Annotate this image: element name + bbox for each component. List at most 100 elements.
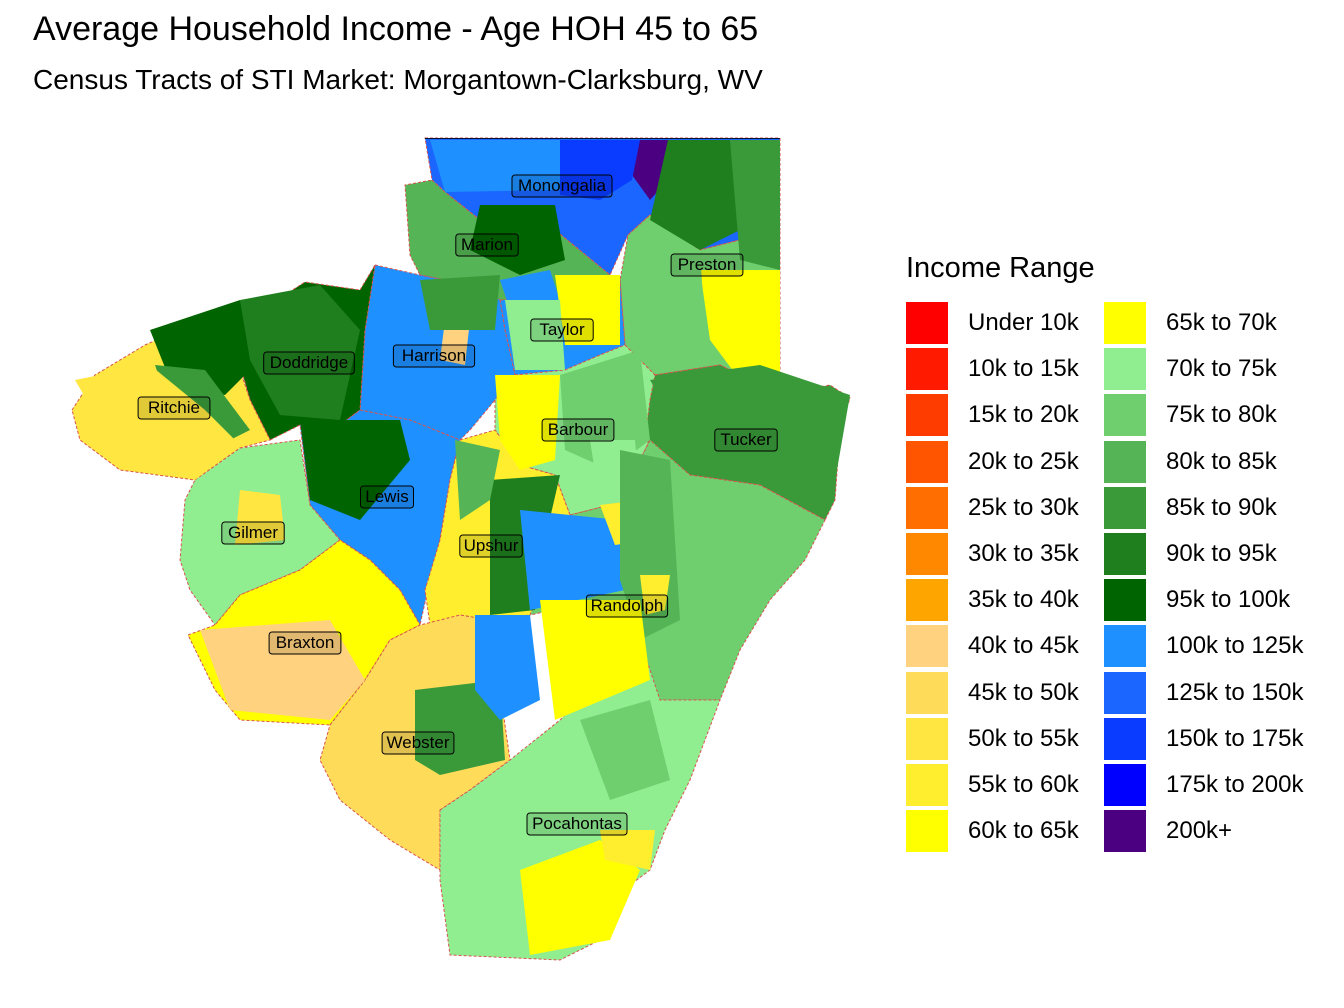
- map-title: Average Household Income - Age HOH 45 to…: [33, 10, 759, 48]
- svg-text:Randolph: Randolph: [591, 596, 664, 615]
- legend-item: 75k to 80k: [1104, 392, 1277, 438]
- svg-text:Preston: Preston: [678, 255, 737, 274]
- legend-item: 70k to 75k: [1104, 346, 1277, 392]
- legend-swatch: [906, 348, 948, 391]
- choropleth-map: Monongalia Preston Marion Taylor Harrison Dod…: [71, 137, 851, 961]
- legend-swatch: [1104, 810, 1146, 853]
- county-label-barbour: Barbour: [541, 418, 615, 442]
- legend-label: 50k to 55k: [968, 724, 1079, 752]
- svg-text:Taylor: Taylor: [539, 320, 585, 339]
- legend-item: Under 10k: [906, 300, 1079, 346]
- legend-swatch: [1104, 302, 1146, 344]
- legend-swatch: [1104, 671, 1146, 714]
- legend-label: 150k to 175k: [1166, 724, 1304, 752]
- legend-label: Under 10k: [968, 309, 1079, 336]
- legend-label: 80k to 85k: [1166, 447, 1277, 475]
- svg-text:Lewis: Lewis: [365, 487, 408, 506]
- legend-label: 35k to 40k: [968, 586, 1079, 614]
- svg-text:Barbour: Barbour: [548, 420, 609, 439]
- svg-text:Monongalia: Monongalia: [518, 176, 606, 195]
- legend-swatch: [1104, 717, 1146, 760]
- legend-swatch: [1104, 533, 1146, 575]
- svg-text:Doddridge: Doddridge: [270, 353, 348, 372]
- legend-swatch: [906, 533, 948, 575]
- legend-label: 30k to 35k: [968, 540, 1079, 567]
- legend-label: 40k to 45k: [968, 632, 1079, 660]
- svg-text:Upshur: Upshur: [464, 536, 519, 555]
- svg-text:Harrison: Harrison: [402, 346, 466, 365]
- legend-item: 80k to 85k: [1104, 439, 1277, 485]
- svg-text:Webster: Webster: [387, 733, 450, 752]
- legend-item: 10k to 15k: [906, 346, 1079, 392]
- legend-item: 175k to 200k: [1104, 762, 1303, 808]
- legend-label: 45k to 50k: [968, 678, 1079, 706]
- legend-item: 45k to 50k: [906, 670, 1079, 716]
- legend-item: 85k to 90k: [1104, 485, 1277, 531]
- legend-item: 55k to 60k: [906, 762, 1079, 808]
- legend-label: 175k to 200k: [1166, 771, 1304, 798]
- legend-label: 70k to 75k: [1166, 355, 1277, 383]
- county-label-tucker: Tucker: [714, 428, 778, 452]
- legend-label: 75k to 80k: [1166, 401, 1277, 429]
- legend-label: 85k to 90k: [1166, 493, 1277, 521]
- legend-swatch: [906, 302, 948, 344]
- legend-item: 100k to 125k: [1104, 623, 1303, 669]
- legend-item: 60k to 65k: [906, 808, 1079, 854]
- legend-swatch: [906, 579, 948, 622]
- legend-swatch: [906, 394, 948, 437]
- legend-swatch: [906, 764, 948, 806]
- legend: Under 10k 10k to 15k 15k to 20k 20k to 25k 2…: [906, 300, 1326, 860]
- svg-text:Pocahontas: Pocahontas: [532, 814, 622, 833]
- legend-item: 65k to 70k: [1104, 300, 1277, 346]
- county-label-monongalia: Monongalia: [511, 174, 613, 198]
- svg-text:Gilmer: Gilmer: [228, 523, 278, 542]
- county-label-gilmer: Gilmer: [221, 521, 285, 545]
- legend-title: Income Range: [906, 252, 1095, 284]
- legend-swatch: [906, 625, 948, 668]
- county-label-taylor: Taylor: [530, 318, 594, 342]
- legend-swatch: [906, 810, 948, 853]
- county-label-lewis: Lewis: [360, 485, 414, 509]
- legend-item: 50k to 55k: [906, 716, 1079, 762]
- legend-item: 20k to 25k: [906, 439, 1079, 485]
- legend-item: 40k to 45k: [906, 623, 1079, 669]
- legend-swatch: [1104, 486, 1146, 529]
- legend-swatch: [1104, 440, 1146, 483]
- legend-swatch: [906, 440, 948, 483]
- legend-label: 55k to 60k: [968, 771, 1079, 798]
- legend-swatch: [1104, 348, 1146, 391]
- legend-label: 15k to 20k: [968, 401, 1079, 429]
- county-label-braxton: Braxton: [268, 631, 342, 655]
- legend-label: 60k to 65k: [968, 817, 1079, 845]
- legend-swatch: [1104, 579, 1146, 622]
- legend-item: 95k to 100k: [1104, 577, 1290, 623]
- legend-label: 65k to 70k: [1166, 309, 1277, 336]
- county-label-webster: Webster: [381, 731, 455, 755]
- legend-item: 90k to 95k: [1104, 531, 1277, 577]
- county-label-randolph: Randolph: [585, 594, 669, 618]
- county-label-harrison: Harrison: [392, 344, 476, 368]
- legend-swatch: [1104, 394, 1146, 437]
- legend-swatch: [906, 671, 948, 714]
- svg-text:Ritchie: Ritchie: [148, 398, 200, 417]
- legend-item: 35k to 40k: [906, 577, 1079, 623]
- legend-label: 10k to 15k: [968, 355, 1079, 383]
- legend-label: 20k to 25k: [968, 447, 1079, 475]
- tract-overlays: [75, 138, 850, 955]
- legend-item: 30k to 35k: [906, 531, 1079, 577]
- svg-text:Tucker: Tucker: [720, 430, 772, 449]
- county-label-doddridge: Doddridge: [263, 351, 355, 375]
- legend-item: 125k to 150k: [1104, 670, 1303, 716]
- legend-item: 25k to 30k: [906, 485, 1079, 531]
- svg-text:Marion: Marion: [461, 235, 513, 254]
- legend-swatch: [906, 486, 948, 529]
- legend-item: 15k to 20k: [906, 392, 1079, 438]
- county-label-marion: Marion: [455, 233, 519, 257]
- county-label-upshur: Upshur: [459, 534, 523, 558]
- legend-label: 25k to 30k: [968, 493, 1079, 521]
- legend-label: 95k to 100k: [1166, 586, 1291, 614]
- legend-label: 125k to 150k: [1166, 678, 1304, 706]
- legend-swatch: [1104, 764, 1146, 806]
- county-label-preston: Preston: [670, 253, 744, 277]
- legend-swatch: [906, 717, 948, 760]
